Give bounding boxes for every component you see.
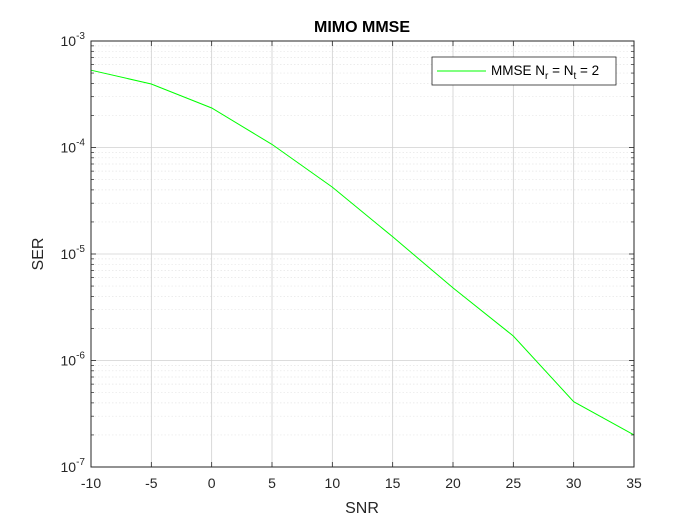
x-tick-label: -10 — [81, 475, 101, 491]
x-tick-label: 15 — [385, 475, 401, 491]
y-tick-label-exponent: -7 — [76, 457, 85, 468]
x-tick-label: 35 — [626, 475, 642, 491]
legend-label-mid: = N — [548, 63, 573, 78]
y-tick-label-base: 10 — [61, 140, 77, 156]
series-line-mmse — [90, 69, 635, 436]
legend-label: MMSE Nr = Nt = 2 — [491, 63, 599, 82]
y-tick-label: 10-3 — [61, 31, 86, 49]
y-tick-label: 10-4 — [61, 138, 86, 156]
x-tick-label: 25 — [506, 475, 522, 491]
y-tick-label-exponent: -4 — [76, 138, 85, 149]
y-tick-label-base: 10 — [61, 33, 77, 49]
y-tick-label: 10-6 — [61, 351, 86, 369]
legend-label-end: = 2 — [576, 63, 599, 78]
y-tick-label-exponent: -3 — [76, 31, 85, 42]
x-axis-label: SNR — [345, 500, 379, 517]
legend-label-sub-r: r — [545, 71, 549, 82]
y-tick-label-exponent: -6 — [76, 351, 85, 362]
x-tick-label: 30 — [566, 475, 582, 491]
x-tick-label: 10 — [325, 475, 341, 491]
legend-label-sub-t: t — [573, 71, 576, 82]
chart-title: MIMO MMSE — [314, 19, 410, 36]
x-tick-label: 20 — [445, 475, 461, 491]
y-tick-label-base: 10 — [61, 246, 77, 262]
y-axis-label: SER — [30, 238, 47, 271]
tick-marks — [90, 40, 635, 468]
y-tick-labels: 10-710-610-510-410-3 — [61, 31, 86, 475]
legend: MMSE Nr = Nt = 2 — [431, 56, 617, 86]
y-tick-label: 10-5 — [61, 244, 86, 262]
y-tick-label: 10-7 — [61, 457, 86, 475]
y-tick-label-base: 10 — [61, 459, 77, 475]
x-tick-label: -5 — [145, 475, 158, 491]
y-tick-label-exponent: -5 — [76, 244, 85, 255]
x-tick-label: 0 — [208, 475, 216, 491]
x-tick-label: 5 — [268, 475, 276, 491]
legend-label-main: MMSE N — [491, 63, 545, 78]
y-tick-label-base: 10 — [61, 353, 77, 369]
x-tick-labels: -10 -5 0 5 10 15 20 25 30 35 — [81, 475, 642, 491]
